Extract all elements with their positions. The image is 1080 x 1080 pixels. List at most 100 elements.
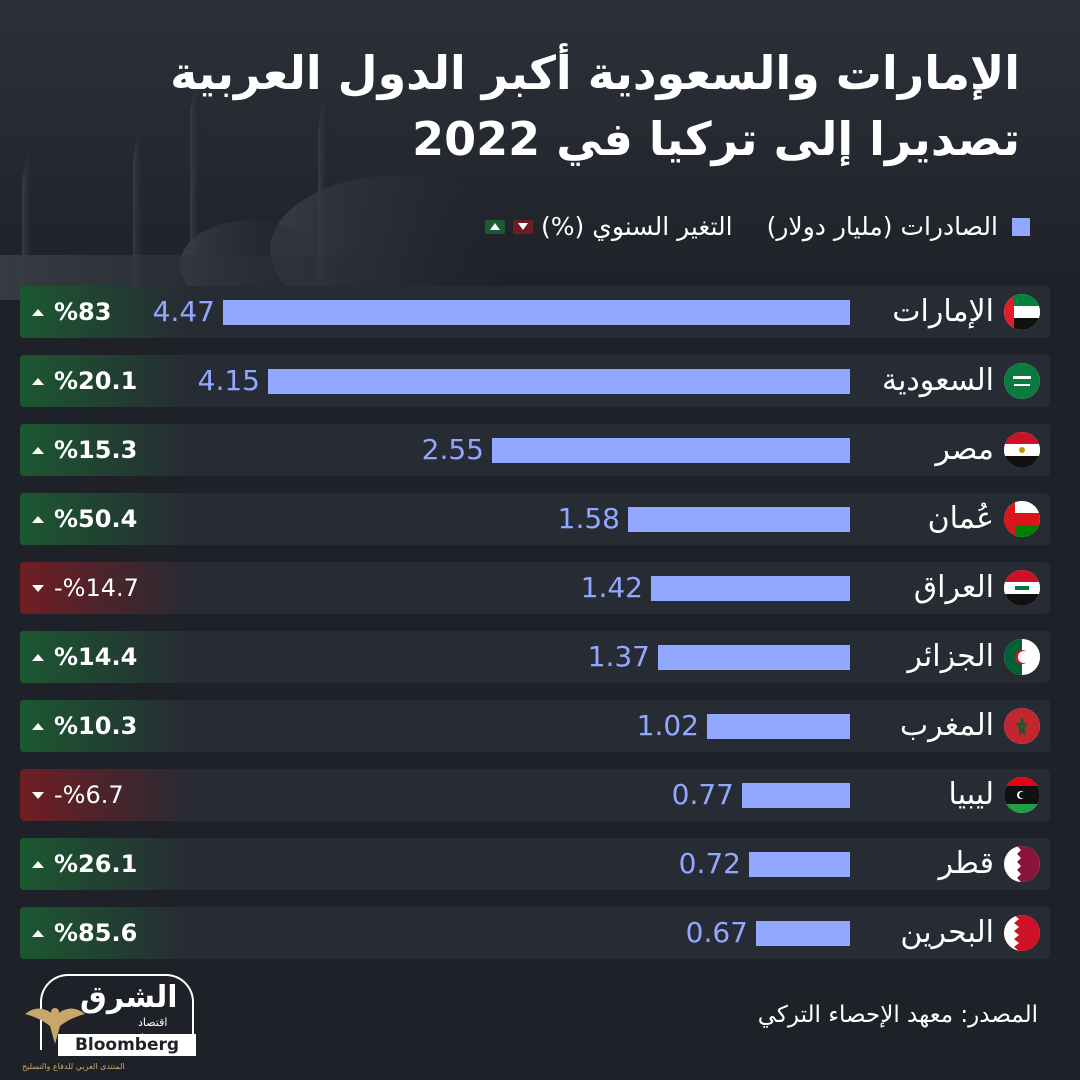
annual-change-label: -%14.7 (54, 574, 139, 602)
eagle-emblem-icon (25, 1008, 85, 1044)
logo-partner: Bloomberg (58, 1034, 196, 1056)
oman-flag-icon (1004, 501, 1040, 537)
annual-change-label: %10.3 (54, 712, 138, 740)
chart-row: -%14.7 1.42 العراق (20, 562, 1050, 614)
category-label: المغرب (899, 708, 994, 743)
uae-flag-icon (1004, 294, 1040, 330)
logo-brand: الشرق (80, 980, 178, 1015)
value-label: 1.58 (557, 502, 620, 535)
annual-change: %83 (32, 286, 111, 338)
annual-change: -%6.7 (32, 769, 124, 821)
annual-change-label: %26.1 (54, 850, 138, 878)
asharq-bloomberg-logo: الشرق اقتصاد مع Bloomberg المنتدى العربي… (20, 968, 196, 1080)
chart-row: %85.6 0.67 البحرين (20, 907, 1050, 959)
title-line-2: تصديرا إلى تركيا في 2022 (412, 112, 1020, 166)
category-label: الإمارات (892, 294, 994, 329)
change-background (20, 286, 190, 338)
annual-change-label: %14.4 (54, 643, 138, 671)
annual-change: %10.3 (32, 700, 137, 752)
chart-row: %26.1 0.72 قطر (20, 838, 1050, 890)
bar (651, 576, 850, 601)
bar (223, 300, 850, 325)
chart-row: %50.4 1.58 عُمان (20, 493, 1050, 545)
annual-change-label: %85.6 (54, 919, 138, 947)
bar (628, 507, 850, 532)
triangle-up-icon (32, 308, 44, 316)
annual-change-label: -%6.7 (54, 781, 124, 809)
annual-change: %26.1 (32, 838, 137, 890)
triangle-up-icon (490, 223, 501, 230)
triangle-up-icon (32, 929, 44, 937)
logo-brand-sub: اقتصاد (138, 1016, 168, 1029)
libya-flag-icon (1004, 777, 1040, 813)
triangle-up-icon (32, 377, 44, 385)
triangle-up-icon (32, 722, 44, 730)
change-background (20, 562, 190, 614)
title-line-1: الإمارات والسعودية أكبر الدول العربية (170, 46, 1020, 100)
annual-change: -%14.7 (32, 562, 139, 614)
category-label: السعودية (881, 363, 994, 398)
source-note: المصدر: معهد الإحصاء التركي (757, 1002, 1038, 1028)
change-background (20, 838, 190, 890)
morocco-flag-icon (1004, 708, 1040, 744)
bar (749, 852, 850, 877)
category-label: قطر (938, 846, 994, 881)
triangle-down-icon (32, 791, 44, 799)
chart-row: %10.3 1.02 المغرب (20, 700, 1050, 752)
saudi-flag-icon (1004, 363, 1040, 399)
triangle-up-icon (32, 515, 44, 523)
annual-change: %20.1 (32, 355, 137, 407)
iraq-flag-icon (1004, 570, 1040, 606)
bar (658, 645, 850, 670)
qatar-flag-icon (1004, 846, 1040, 882)
change-background (20, 631, 190, 683)
chart-row: %15.3 2.55 مصر (20, 424, 1050, 476)
bar (742, 783, 850, 808)
annual-change-label: %50.4 (54, 505, 138, 533)
chart-row: %20.1 4.15 السعودية (20, 355, 1050, 407)
annual-change-label: %15.3 (54, 436, 138, 464)
egypt-flag-icon (1004, 432, 1040, 468)
category-label: البحرين (900, 915, 994, 950)
change-background (20, 355, 190, 407)
triangle-up-icon (32, 653, 44, 661)
bar (707, 714, 850, 739)
background-skyline (0, 0, 1080, 300)
triangle-up-icon (32, 860, 44, 868)
value-label: 4.15 (197, 364, 260, 397)
annual-change: %15.3 (32, 424, 137, 476)
value-label: 1.37 (587, 640, 650, 673)
value-label: 0.72 (678, 847, 741, 880)
value-label: 1.42 (580, 571, 643, 604)
category-label: ليبيا (948, 777, 994, 812)
legend-exports-swatch (1012, 217, 1030, 236)
value-label: 0.67 (685, 916, 748, 949)
triangle-down-icon (518, 223, 529, 230)
annual-change: %85.6 (32, 907, 137, 959)
annual-change-label: %83 (54, 298, 112, 326)
legend-down-swatch (513, 219, 534, 234)
category-label: مصر (935, 432, 994, 467)
annual-change: %14.4 (32, 631, 137, 683)
bar (492, 438, 850, 463)
algeria-flag-icon (1004, 639, 1040, 675)
watermark-forum: المنتدى العربي للدفاع والتسليح (22, 1062, 125, 1071)
annual-change-label: %20.1 (54, 367, 138, 395)
legend: الصادرات (مليار دولار) التغير السنوي (%) (485, 212, 1030, 241)
value-label: 0.77 (671, 778, 734, 811)
change-background (20, 769, 190, 821)
value-label: 4.47 (152, 295, 215, 328)
chart-row: %83 4.47 الإمارات (20, 286, 1050, 338)
category-label: العراق (913, 570, 994, 605)
change-background (20, 700, 190, 752)
value-label: 2.55 (421, 433, 484, 466)
change-background (20, 424, 190, 476)
category-label: الجزائر (907, 639, 994, 674)
legend-exports-label: الصادرات (مليار دولار) (766, 212, 998, 241)
annual-change: %50.4 (32, 493, 137, 545)
legend-change-label: التغير السنوي (%) (541, 212, 733, 241)
bar (756, 921, 850, 946)
chart-title: الإمارات والسعودية أكبر الدول العربية تص… (60, 40, 1020, 172)
legend-up-swatch (485, 219, 506, 234)
triangle-down-icon (32, 584, 44, 592)
